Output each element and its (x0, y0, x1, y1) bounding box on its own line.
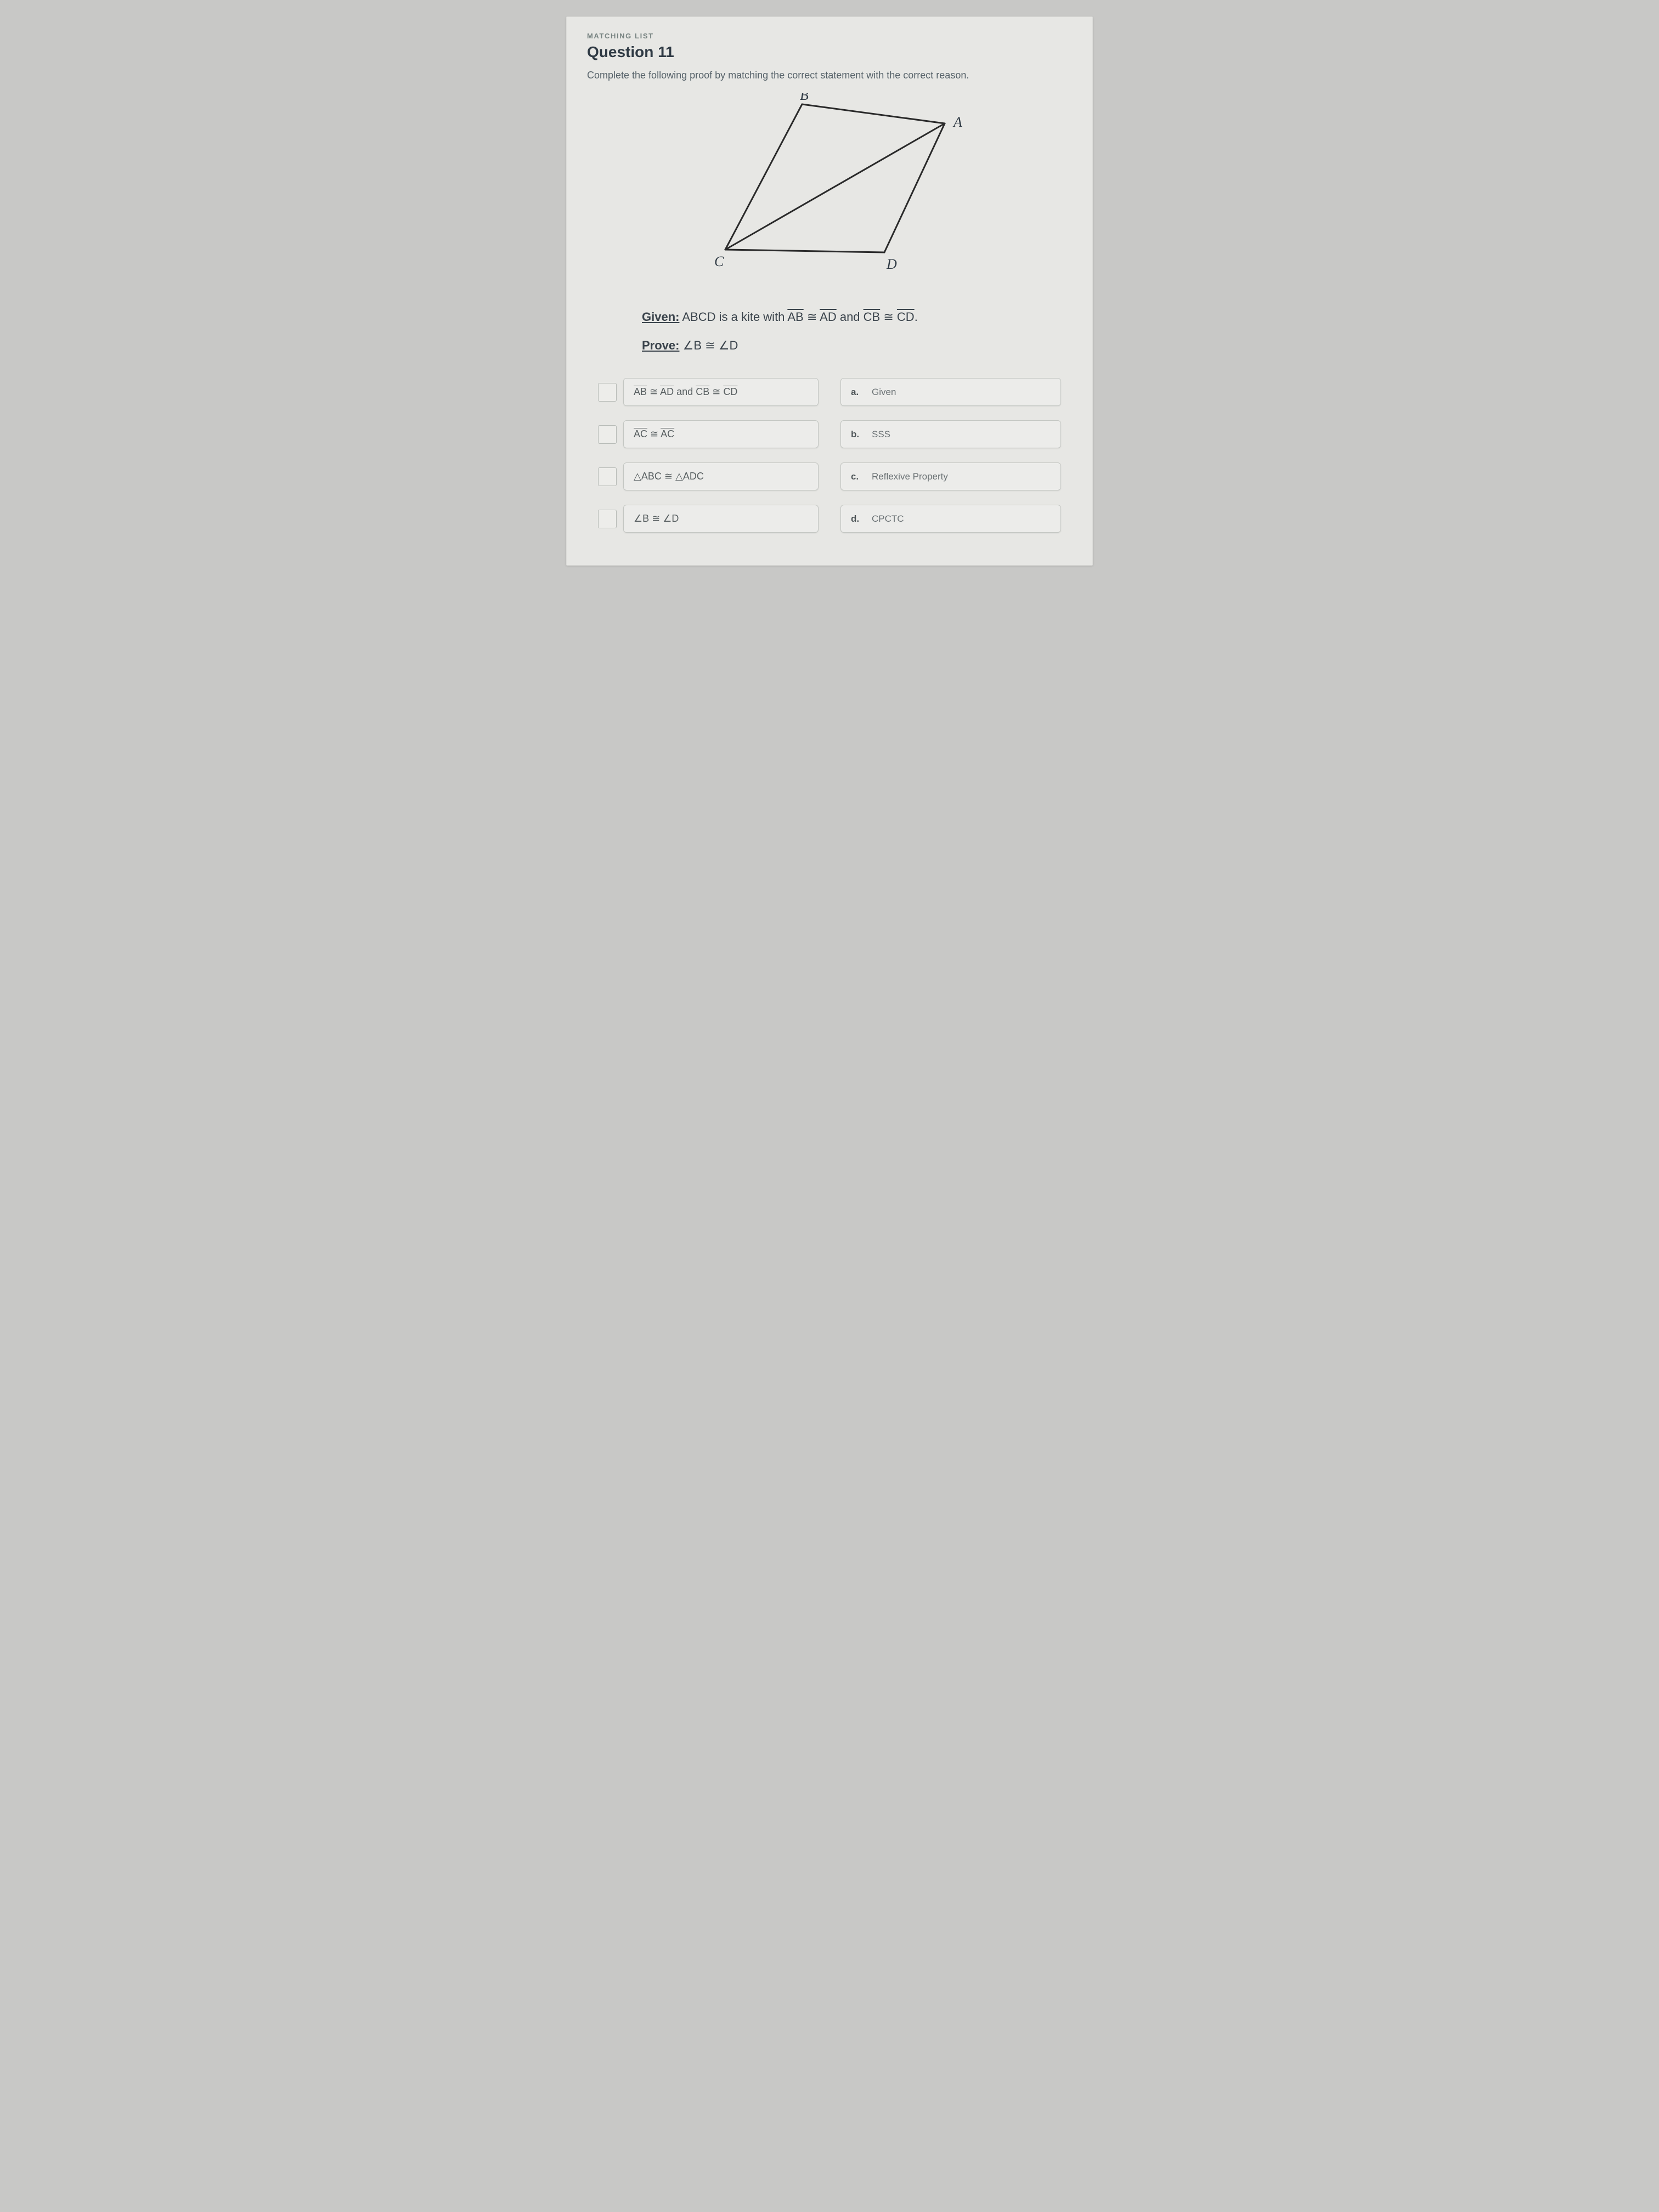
reason-chip-d[interactable]: d. CPCTC (840, 505, 1061, 533)
reason-key: c. (851, 471, 862, 482)
congruent-icon (705, 338, 715, 352)
prove-label: Prove: (642, 338, 679, 352)
congruent-icon (650, 386, 658, 397)
congruent-icon (807, 310, 817, 324)
angle-icon (634, 513, 642, 524)
congruent-icon (650, 428, 658, 439)
triangle-icon (634, 471, 641, 482)
kite-figure: A B C D (687, 93, 972, 277)
given-line: Given: ABCD is a kite with AB AD and CB … (642, 310, 1015, 324)
question-card: MATCHING LIST Question 11 Complete the f… (566, 16, 1093, 566)
angle-b: B (693, 338, 702, 352)
svg-text:C: C (714, 253, 724, 269)
angle-icon (719, 338, 730, 352)
seg: CB (696, 386, 709, 397)
kite-svg: A B C D (687, 93, 972, 274)
reason-chip-c[interactable]: c. Reflexive Property (840, 462, 1061, 490)
congruent-icon (712, 386, 720, 397)
given-label: Given: (642, 310, 679, 324)
question-type-tag: MATCHING LIST (587, 32, 1072, 40)
ang: D (672, 513, 679, 524)
seg: AB (787, 310, 803, 324)
seg: AC (661, 428, 674, 439)
reason-text: Given (872, 387, 896, 398)
angle-icon (663, 513, 672, 524)
svg-text:B: B (800, 93, 809, 103)
congruent-icon (664, 471, 673, 482)
seg: AC (634, 428, 647, 439)
prove-line: Prove: B D (642, 338, 1015, 353)
reason-text: CPCTC (872, 514, 904, 524)
tri: ADC (683, 471, 704, 482)
reason-chip-a[interactable]: a. Given (840, 378, 1061, 406)
seg: AB (634, 386, 647, 397)
reason-key: a. (851, 387, 862, 398)
svg-text:D: D (886, 256, 897, 272)
angle-d: D (729, 338, 738, 352)
seg: CB (864, 310, 881, 324)
tri: ABC (641, 471, 662, 482)
seg: AD (660, 386, 674, 397)
question-prompt: Complete the following proof by matching… (587, 70, 1072, 81)
statement-slot-1: AB AD and CB CD (598, 378, 819, 406)
matching-grid: AB AD and CB CD a. Given AC AC b. SSS AB… (587, 378, 1072, 533)
seg: CD (897, 310, 915, 324)
statement-chip-3[interactable]: ABC ADC (623, 462, 819, 490)
seg: CD (723, 386, 737, 397)
period: . (915, 310, 918, 324)
statement-slot-3: ABC ADC (598, 462, 819, 490)
statement-chip-1[interactable]: AB AD and CB CD (623, 378, 819, 406)
statement-chip-2[interactable]: AC AC (623, 420, 819, 448)
given-prove-block: Given: ABCD is a kite with AB AD and CB … (642, 310, 1015, 353)
congruent-icon (652, 513, 660, 524)
reason-chip-b[interactable]: b. SSS (840, 420, 1061, 448)
congruent-icon (883, 310, 893, 324)
angle-icon (683, 338, 694, 352)
reason-text: SSS (872, 429, 890, 440)
given-text: ABCD is a kite with (679, 310, 787, 324)
answer-drop-1[interactable] (598, 383, 617, 402)
seg: AD (820, 310, 837, 324)
reason-key: b. (851, 429, 862, 440)
statement-chip-4[interactable]: B D (623, 505, 819, 533)
given-and: and (837, 310, 864, 324)
reason-text: Reflexive Property (872, 471, 948, 482)
answer-drop-4[interactable] (598, 510, 617, 528)
question-title: Question 11 (587, 43, 1072, 61)
and: and (674, 386, 696, 397)
triangle-icon (675, 471, 683, 482)
reason-key: d. (851, 514, 862, 524)
ang: B (642, 513, 649, 524)
svg-text:A: A (952, 114, 962, 130)
answer-drop-3[interactable] (598, 467, 617, 486)
answer-drop-2[interactable] (598, 425, 617, 444)
statement-slot-2: AC AC (598, 420, 819, 448)
statement-slot-4: B D (598, 505, 819, 533)
